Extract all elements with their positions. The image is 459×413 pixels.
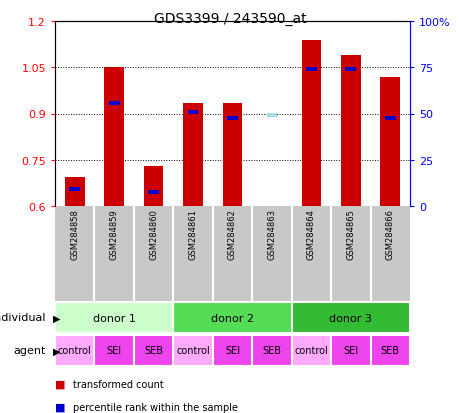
Text: control: control (176, 346, 209, 356)
Bar (345, 68, 355, 71)
Text: donor 1: donor 1 (93, 313, 135, 323)
Bar (384, 117, 395, 121)
Bar (187, 111, 198, 114)
Text: individual: individual (0, 313, 46, 323)
Text: percentile rank within the sample: percentile rank within the sample (73, 402, 238, 412)
Bar (252, 335, 291, 366)
Text: SEI: SEI (224, 346, 240, 356)
Text: donor 2: donor 2 (211, 313, 253, 323)
Text: SEB: SEB (380, 346, 399, 356)
Bar (108, 102, 119, 105)
Bar (69, 188, 80, 192)
Bar (104, 68, 124, 206)
Text: GSM284866: GSM284866 (385, 209, 394, 259)
Bar (55, 335, 94, 366)
Text: donor 3: donor 3 (329, 313, 371, 323)
Bar (340, 56, 360, 206)
Bar (94, 335, 134, 366)
Bar (148, 191, 159, 195)
Bar (222, 104, 242, 206)
Bar (173, 302, 291, 334)
Text: control: control (294, 346, 328, 356)
Text: ▶: ▶ (53, 313, 60, 323)
Text: GSM284859: GSM284859 (109, 209, 118, 259)
Text: GSM284864: GSM284864 (306, 209, 315, 259)
Bar (213, 335, 252, 366)
Text: SEI: SEI (342, 346, 358, 356)
Text: GSM284865: GSM284865 (346, 209, 354, 259)
Bar (330, 335, 370, 366)
Bar (65, 177, 84, 206)
Bar (143, 166, 163, 206)
Bar (370, 335, 409, 366)
Text: GSM284861: GSM284861 (188, 209, 197, 259)
Bar (55, 302, 173, 334)
Text: GSM284858: GSM284858 (70, 209, 79, 259)
Bar (266, 114, 277, 118)
Bar (227, 117, 237, 121)
Text: SEB: SEB (262, 346, 281, 356)
Text: SEB: SEB (144, 346, 163, 356)
Bar (305, 68, 316, 71)
Bar (183, 104, 202, 206)
Text: transformed count: transformed count (73, 379, 164, 389)
Text: agent: agent (13, 346, 46, 356)
Text: ■: ■ (55, 402, 65, 412)
Bar (301, 40, 320, 206)
Text: GSM284862: GSM284862 (228, 209, 236, 259)
Text: ■: ■ (55, 379, 65, 389)
Text: GSM284860: GSM284860 (149, 209, 158, 259)
Text: SEI: SEI (106, 346, 122, 356)
Text: ▶: ▶ (53, 346, 60, 356)
Bar (134, 335, 173, 366)
Bar (173, 335, 213, 366)
Bar (380, 77, 399, 206)
Text: control: control (58, 346, 91, 356)
Bar (291, 302, 409, 334)
Text: GDS3399 / 243590_at: GDS3399 / 243590_at (153, 12, 306, 26)
Bar (291, 335, 330, 366)
Text: GSM284863: GSM284863 (267, 209, 276, 259)
